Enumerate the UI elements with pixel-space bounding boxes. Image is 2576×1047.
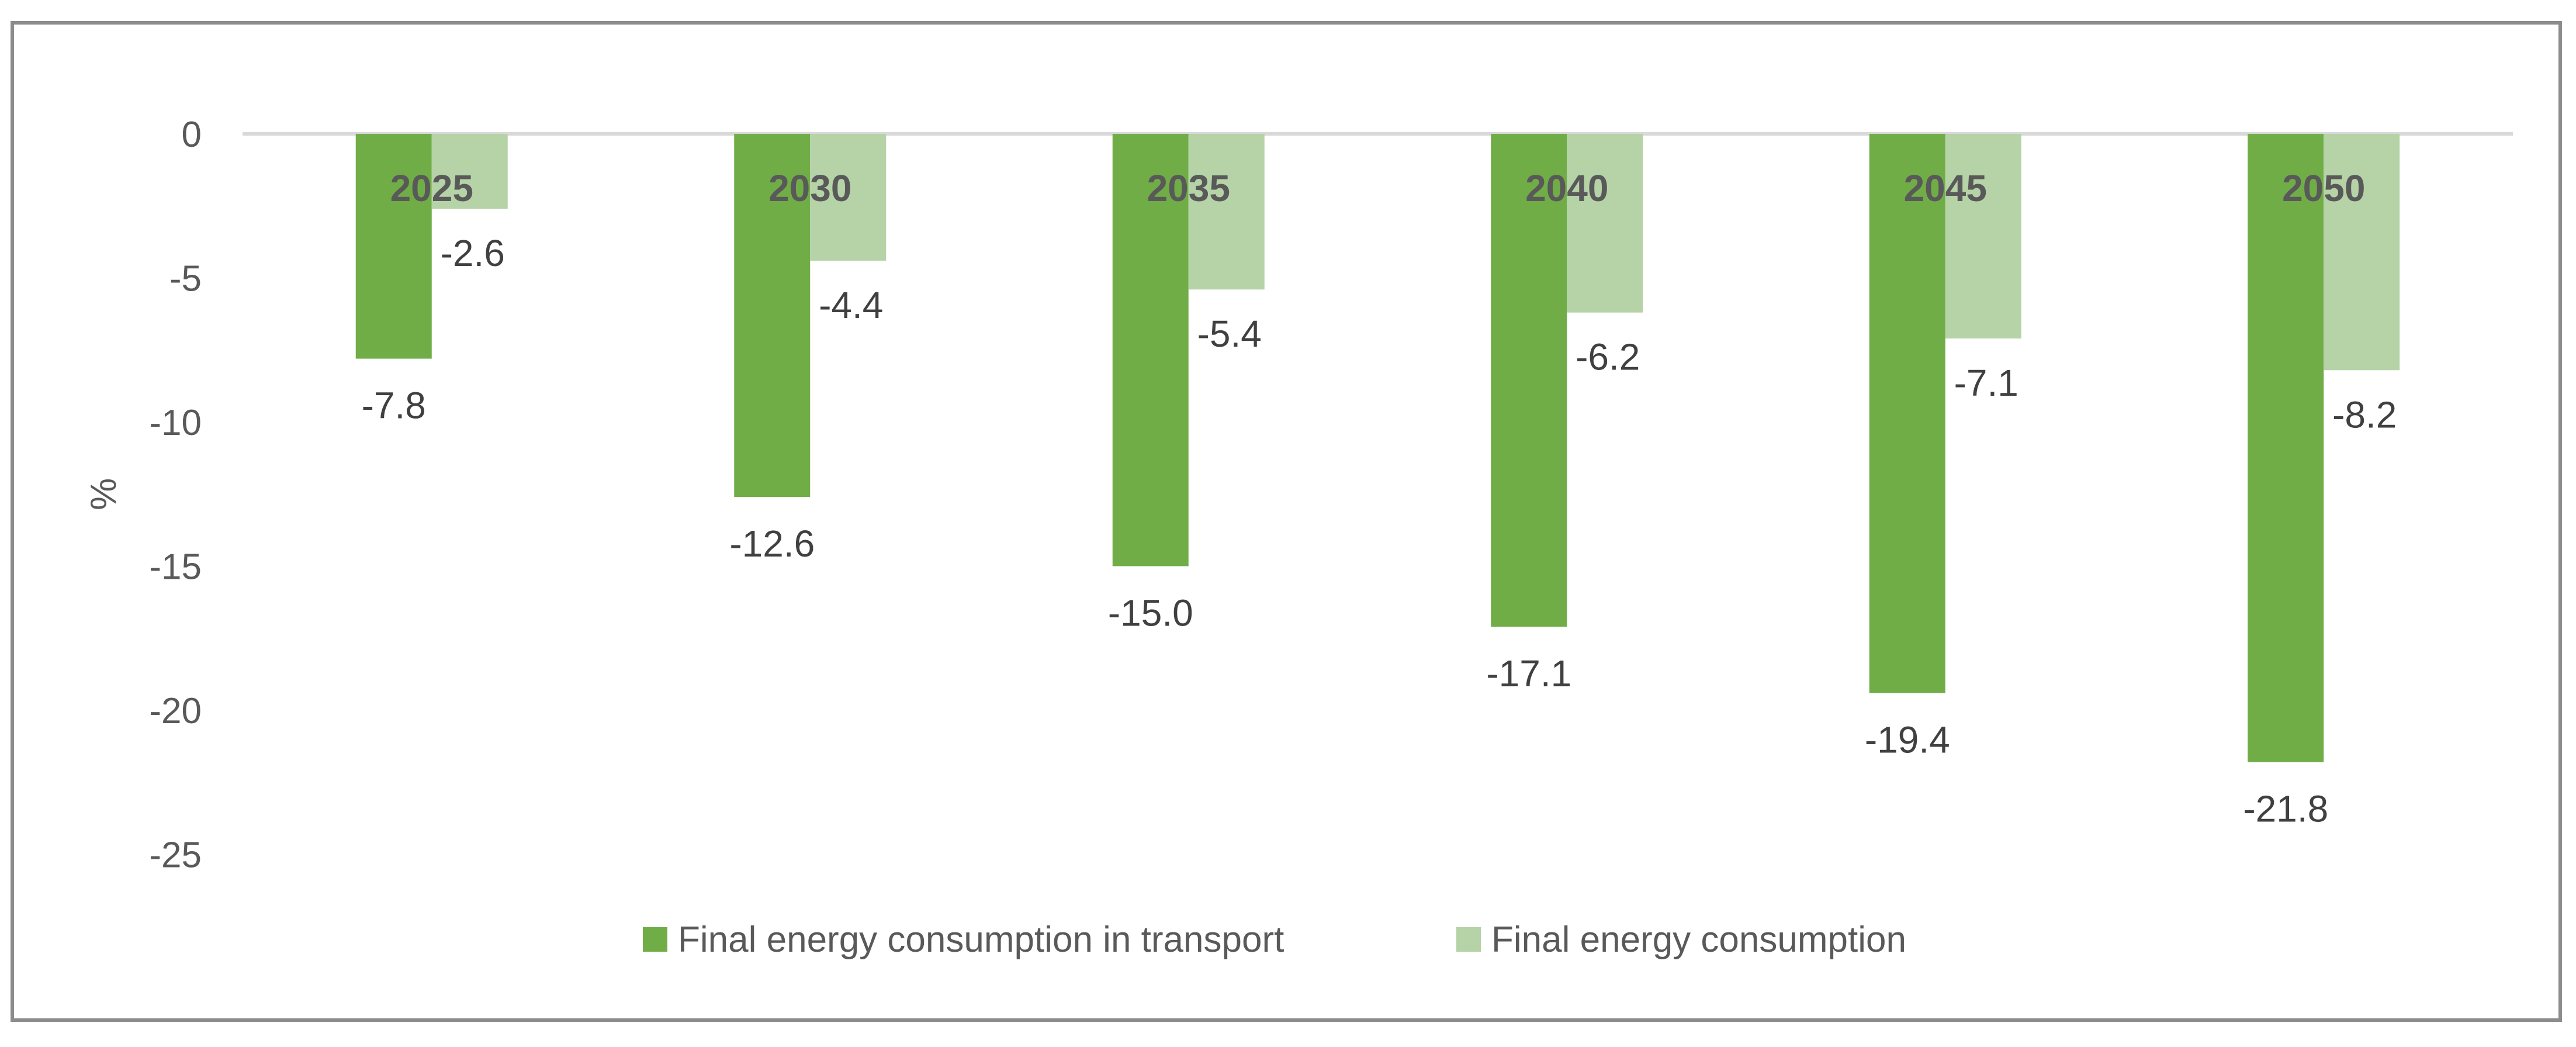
- y-tick-label: -5: [169, 259, 202, 299]
- bar-total-2050: [2324, 134, 2400, 371]
- x-tick-label: 2035: [1147, 167, 1230, 209]
- y-tick-label: -25: [149, 835, 202, 876]
- bar-total-2030: [810, 134, 887, 261]
- bar-total-2035: [1188, 134, 1265, 290]
- data-label: -2.6: [441, 232, 505, 274]
- legend-swatch: [643, 927, 667, 952]
- x-tick-label: 2030: [768, 167, 851, 209]
- labels-layer: -7.8 -2.6 2025 -12.6 -4.4 2030 -15.0 -5.4 2035 -1…: [362, 167, 2397, 830]
- data-label: -17.1: [1486, 652, 1571, 694]
- data-label: -21.8: [2243, 788, 2328, 830]
- x-tick-label: 2025: [390, 167, 473, 209]
- bar-transport-2040: [1491, 134, 1567, 627]
- x-tick-label: 2050: [2282, 167, 2365, 209]
- bar-transport-2050: [2248, 134, 2324, 762]
- bar-transport-2030: [734, 134, 811, 497]
- data-label: -7.8: [362, 385, 426, 427]
- x-tick-label: 2040: [1525, 167, 1608, 209]
- bar-total-2045: [1945, 134, 2021, 339]
- data-label: -4.4: [819, 284, 883, 326]
- data-label: -7.1: [1954, 362, 2018, 404]
- y-tick-label: -15: [149, 547, 202, 588]
- data-label: -5.4: [1197, 313, 1262, 355]
- bar-total-2025: [431, 134, 508, 209]
- legend-label: Final energy consumption: [1491, 920, 1906, 960]
- axis-layer: 0 -5 -10 -15 -20 -25%: [84, 115, 2513, 876]
- data-label: -8.2: [2332, 393, 2397, 436]
- bar-transport-2035: [1112, 134, 1189, 566]
- data-label: -15.0: [1108, 592, 1193, 634]
- bar-transport-2045: [1869, 134, 1945, 693]
- y-tick-label: -20: [149, 691, 202, 731]
- legend-swatch: [1456, 927, 1481, 952]
- y-axis-title: %: [84, 478, 124, 510]
- bar-transport-2025: [355, 134, 432, 359]
- bars-layer: [355, 134, 2400, 762]
- legend-label: Final energy consumption in transport: [678, 920, 1284, 960]
- data-label: -6.2: [1576, 336, 1640, 378]
- y-tick-label: 0: [182, 115, 202, 155]
- data-label: -12.6: [729, 523, 815, 565]
- bar-total-2040: [1567, 134, 1643, 313]
- y-tick-label: -10: [149, 403, 202, 443]
- legend: Final energy consumption in transport Fin…: [643, 920, 1906, 960]
- data-label: -19.4: [1865, 718, 1950, 761]
- x-tick-label: 2045: [1904, 167, 1987, 209]
